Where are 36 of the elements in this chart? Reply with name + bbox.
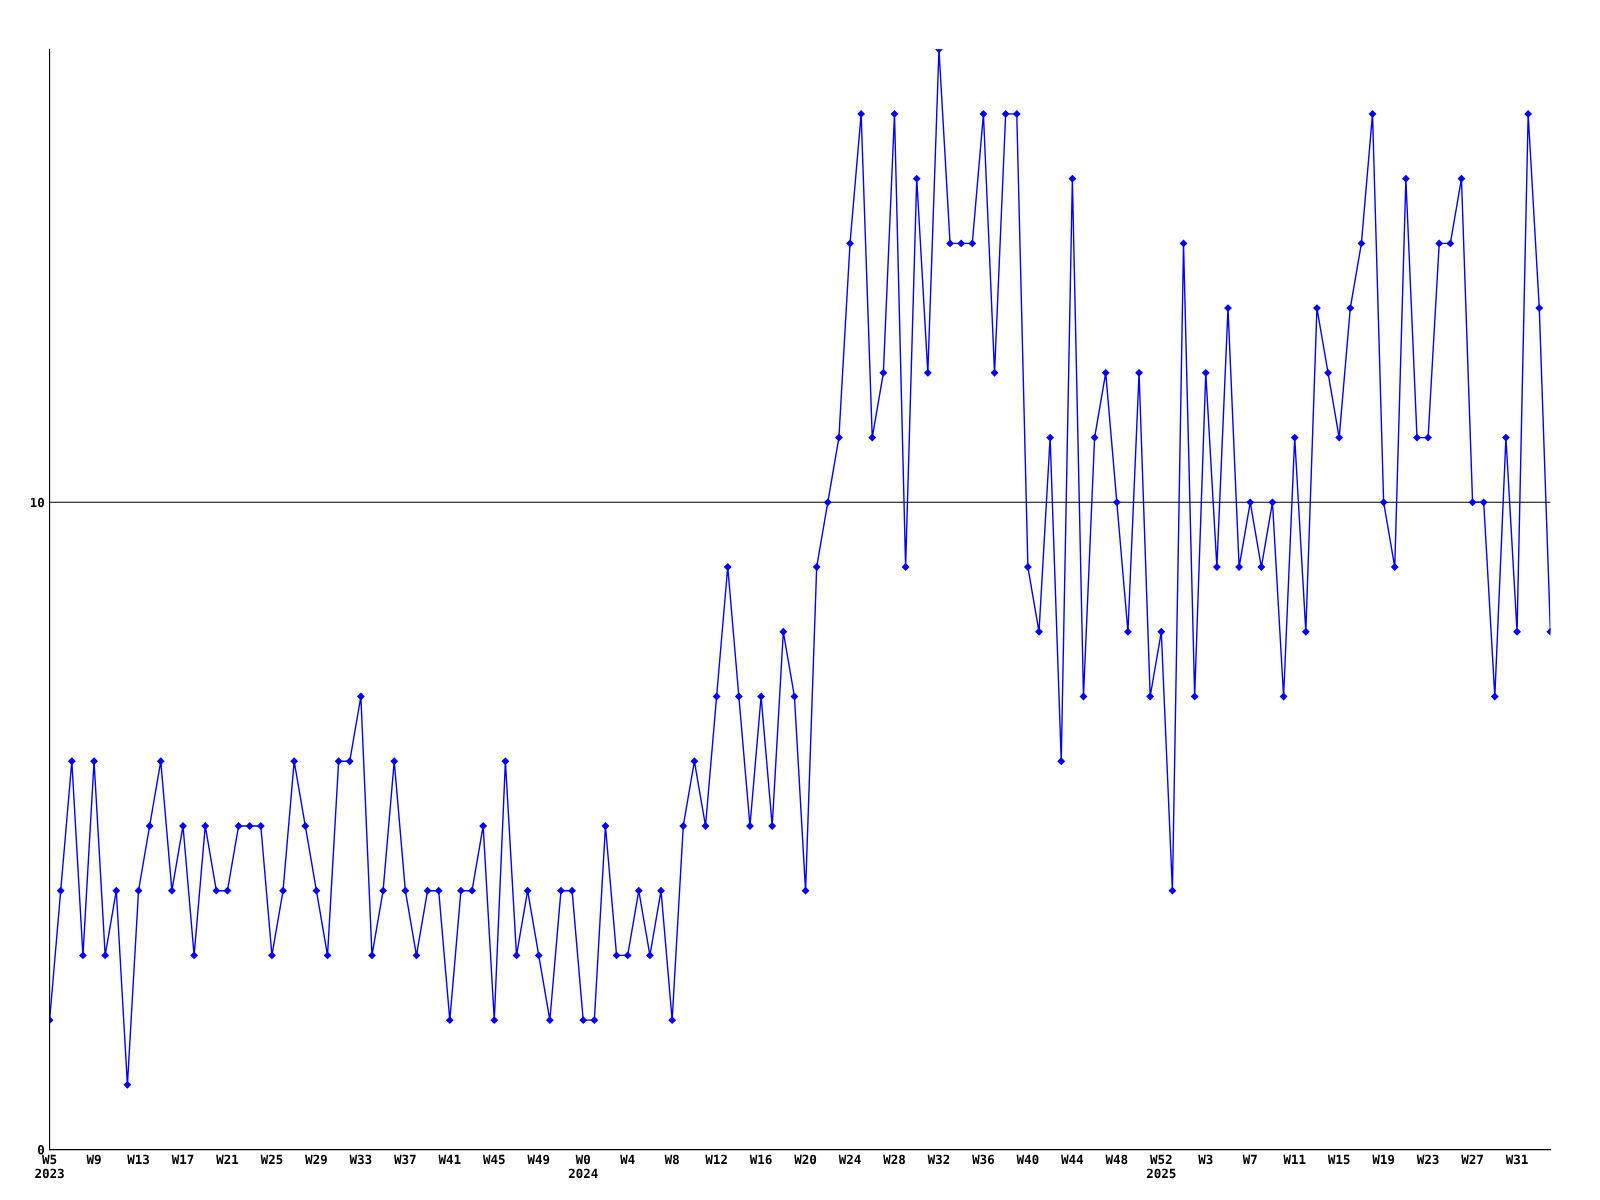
x-tick-label: W17 [171, 1154, 194, 1164]
x-tick-label: W41 [438, 1154, 461, 1164]
x-tick-label: W5 2023 [35, 1154, 64, 1179]
x-tick-label: W13 [127, 1154, 150, 1165]
x-tick-label: W27 [1461, 1154, 1483, 1164]
x-tick-label: W48 [1105, 1154, 1128, 1165]
x-tick-label: W49 [527, 1154, 550, 1165]
x-tick-label: W52 2025 [1146, 1154, 1176, 1179]
x-tick-label: W8 [664, 1154, 679, 1165]
x-tick-label: W19 [1372, 1154, 1395, 1165]
x-tick-label: W45 [482, 1154, 505, 1165]
x-tick-label: W44 [1061, 1154, 1084, 1164]
x-tick-label: W4 [620, 1154, 635, 1164]
x-tick-label: W25 [260, 1154, 283, 1165]
x-tick-label: W16 [749, 1154, 772, 1165]
x-tick-label: W24 [838, 1154, 861, 1164]
x-tick-label: W15 [1327, 1154, 1350, 1165]
x-tick-label: W12 [705, 1154, 727, 1164]
x-tick-label: W31 [1505, 1154, 1528, 1165]
x-tick-label: W9 [86, 1154, 101, 1165]
x-tick-label: W36 [972, 1154, 995, 1165]
x-tick-label: W0 2024 [568, 1154, 598, 1179]
x-tick-label: W32 [927, 1154, 950, 1165]
x-tick-label: W11 [1283, 1154, 1306, 1164]
x-tick-label: W37 [394, 1154, 416, 1165]
x-tick-label: W23 [1416, 1154, 1439, 1165]
y-tick-label: 0 [37, 1145, 44, 1155]
x-tick-label: W7 [1242, 1154, 1257, 1164]
x-tick-label: W28 [883, 1154, 905, 1165]
x-tick-label: W40 [1016, 1154, 1039, 1165]
y-tick-label: 10 [30, 497, 44, 508]
x-tick-label: W21 [216, 1154, 239, 1164]
x-tick-label: W3 [1198, 1154, 1213, 1165]
x-tick-label: W33 [349, 1154, 372, 1165]
x-tick-label: W20 [794, 1154, 817, 1165]
x-tick-label: W29 [305, 1154, 327, 1165]
